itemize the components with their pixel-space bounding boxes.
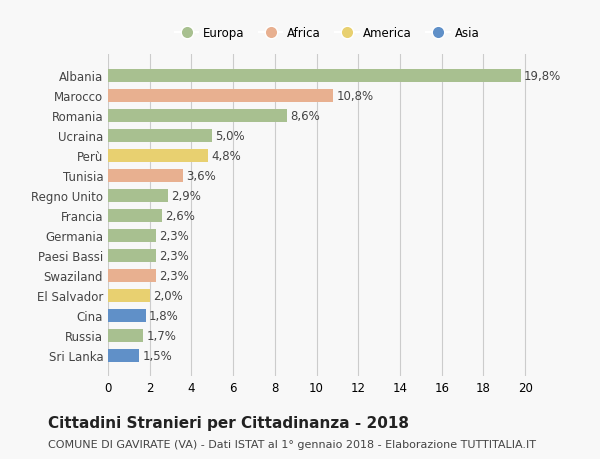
Bar [108,229,156,242]
Text: 2,3%: 2,3% [159,229,189,242]
Bar [108,110,287,123]
Text: 2,3%: 2,3% [159,249,189,262]
Bar [108,150,208,162]
Legend: Europa, Africa, America, Asia: Europa, Africa, America, Asia [170,22,484,45]
Text: 3,6%: 3,6% [186,169,216,182]
Text: 2,3%: 2,3% [159,269,189,282]
Text: 5,0%: 5,0% [215,129,245,142]
Text: 8,6%: 8,6% [290,110,320,123]
Text: COMUNE DI GAVIRATE (VA) - Dati ISTAT al 1° gennaio 2018 - Elaborazione TUTTITALI: COMUNE DI GAVIRATE (VA) - Dati ISTAT al … [48,440,536,449]
Bar [108,169,183,182]
Bar [108,289,150,302]
Text: 1,5%: 1,5% [142,349,172,362]
Text: 1,8%: 1,8% [149,309,178,322]
Text: 10,8%: 10,8% [337,90,374,103]
Text: 2,0%: 2,0% [153,289,182,302]
Bar [108,329,143,342]
Bar [108,129,212,142]
Text: Cittadini Stranieri per Cittadinanza - 2018: Cittadini Stranieri per Cittadinanza - 2… [48,415,409,430]
Text: 4,8%: 4,8% [211,150,241,162]
Bar [108,70,521,83]
Text: 19,8%: 19,8% [524,70,562,83]
Bar [108,249,156,262]
Bar [108,269,156,282]
Bar [108,189,169,202]
Text: 1,7%: 1,7% [146,329,176,342]
Bar [108,90,333,102]
Bar [108,209,162,222]
Bar [108,349,139,362]
Bar [108,309,146,322]
Text: 2,9%: 2,9% [172,189,202,202]
Text: 2,6%: 2,6% [166,209,195,222]
